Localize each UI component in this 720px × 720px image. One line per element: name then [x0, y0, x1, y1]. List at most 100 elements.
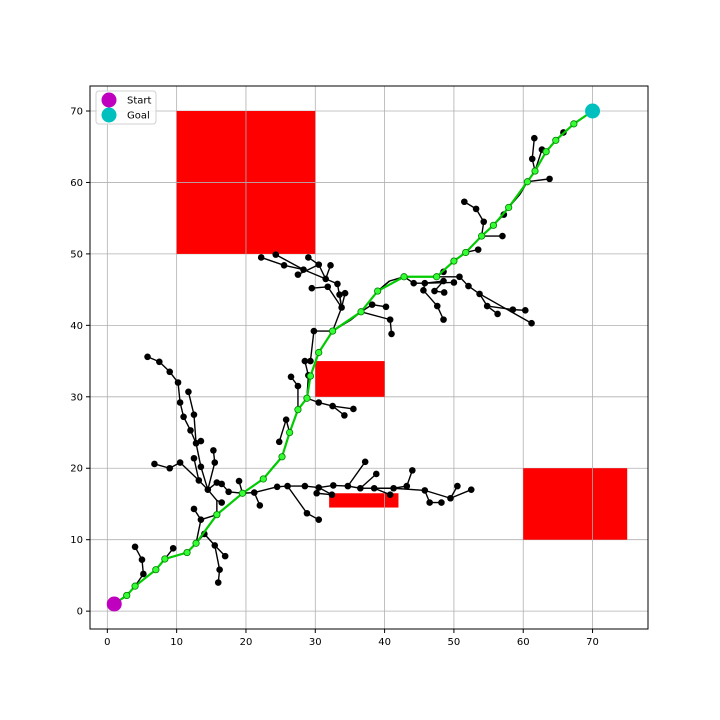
obstacles: [176, 111, 628, 540]
tree-node: [447, 494, 454, 502]
tree-node: [450, 279, 458, 286]
tree-node: [294, 271, 302, 278]
tree-node: [467, 486, 475, 493]
tree-node: [190, 454, 198, 462]
tree-node: [301, 482, 309, 490]
tree-node: [409, 467, 416, 474]
tree-node: [187, 427, 194, 434]
tree-node: [386, 491, 394, 498]
path-node: [303, 394, 311, 402]
path-node: [432, 273, 441, 281]
tree-node: [476, 290, 483, 298]
tree-node: [300, 266, 307, 273]
tree-node: [338, 304, 345, 311]
tree-node: [315, 399, 323, 406]
tree-node: [140, 570, 147, 578]
tree-edge: [347, 461, 366, 487]
tree-edge: [193, 458, 200, 481]
x-tick-label: 20: [240, 637, 253, 648]
tree-node: [301, 357, 309, 365]
tree-node: [368, 301, 376, 308]
tree-node: [225, 488, 232, 496]
path-node: [278, 453, 286, 461]
tree-node: [284, 482, 291, 490]
tree-node: [273, 483, 281, 491]
tree-node: [197, 437, 205, 445]
y-tick-label: 30: [70, 392, 83, 403]
tree-edge: [177, 382, 181, 403]
tree-node: [180, 413, 187, 421]
tree-edge: [331, 307, 343, 332]
path-node: [213, 511, 221, 519]
path-node: [523, 178, 531, 186]
ticks: 0 10 20 30 40 50 60 70 0 10 20 30 40 50 60 70: [70, 107, 599, 648]
tree-node: [344, 482, 352, 490]
path-node: [286, 428, 294, 437]
tree-node: [330, 482, 337, 489]
tree-edge: [214, 545, 221, 570]
path-node: [400, 273, 408, 281]
tree-edge: [527, 178, 550, 183]
tree-edge: [487, 305, 513, 311]
tree-node: [218, 480, 226, 488]
tree-node: [509, 306, 517, 313]
tree-node: [257, 254, 265, 261]
tree-edge: [303, 268, 326, 280]
path-node: [238, 489, 247, 497]
y-tick-label: 60: [70, 178, 83, 189]
tree-edge: [207, 462, 216, 490]
tree-node: [166, 464, 174, 472]
tree-node: [461, 198, 468, 206]
tree-node: [169, 544, 177, 552]
obstacle-rect: [315, 361, 385, 397]
path-node: [192, 539, 200, 547]
tree-node: [334, 280, 341, 288]
legend: Start Goal: [95, 90, 157, 125]
path-node: [123, 591, 131, 600]
path-node: [542, 148, 550, 156]
y-tick-label: 10: [70, 535, 83, 546]
tree-edge: [195, 443, 202, 467]
tree-node: [372, 470, 380, 478]
tree-node: [294, 382, 302, 390]
tree-edge: [275, 254, 304, 271]
tree-node: [131, 543, 139, 551]
tree-node: [499, 232, 506, 240]
y-tick-label: 40: [70, 321, 83, 332]
tree-edge: [193, 414, 197, 444]
tree-node: [431, 287, 438, 295]
tree-edge: [359, 473, 377, 489]
path-node: [478, 232, 486, 240]
tree-node: [315, 484, 323, 491]
path-node: [259, 475, 267, 483]
tree-node: [528, 155, 536, 163]
path-node: [462, 248, 470, 257]
tree-node: [426, 499, 433, 506]
tree-node: [386, 316, 394, 323]
path-node: [152, 566, 160, 574]
tree-node: [324, 283, 332, 291]
y-tick-label: 50: [70, 249, 83, 260]
tree-node: [197, 463, 205, 471]
tree-node: [361, 458, 369, 466]
tree-edge: [332, 405, 354, 410]
tree-node: [410, 279, 418, 287]
tree-node: [272, 251, 280, 258]
path-node: [450, 257, 458, 265]
tree-node: [528, 319, 535, 327]
tree-node: [403, 482, 411, 490]
tree-node: [474, 246, 482, 253]
tree-node: [329, 402, 336, 410]
tree-node: [472, 205, 480, 213]
tree-node: [176, 459, 184, 466]
tree-edge: [187, 391, 195, 415]
tree-node: [280, 262, 288, 269]
legend-goal-label: Goal: [127, 111, 150, 122]
tree-node: [327, 262, 334, 269]
endpoints: [106, 103, 601, 612]
tree-node: [176, 399, 184, 406]
x-tick-label: 50: [448, 637, 461, 648]
tree-node: [256, 502, 264, 509]
path-node: [505, 203, 513, 212]
tree-node: [388, 330, 395, 338]
